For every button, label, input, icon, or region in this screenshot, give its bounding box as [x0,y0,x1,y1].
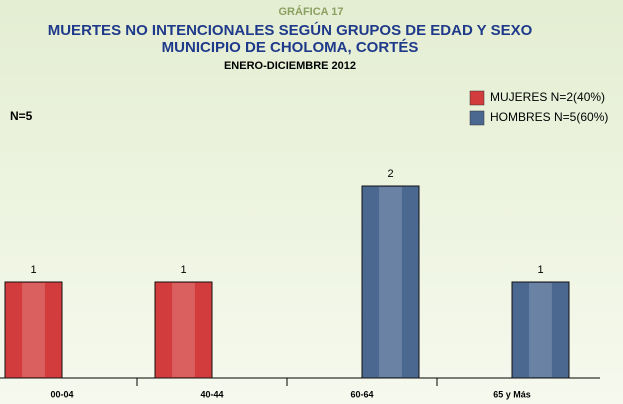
x-tick-label: 60-64 [350,389,373,399]
chart-subtitle: MUNICIPIO DE CHOLOMA, CORTÉS [162,39,419,56]
bar [511,281,570,379]
x-tick-label: 65 y Más [493,389,531,399]
bar [361,185,420,379]
data-label: 1 [537,264,543,276]
legend-label: MUJERES N=2(40%) [490,90,605,104]
bar [4,281,63,379]
x-tick-label: 00-04 [50,389,73,399]
bar-shine [22,283,45,377]
data-label: 1 [30,264,36,276]
annotation: N=5 [10,109,33,123]
legend-label: HOMBRES N=5(60%) [490,110,608,124]
supertitle: GRÁFICA 17 [279,5,344,18]
bar [154,281,213,379]
data-label: 1 [180,264,186,276]
period: ENERO-DICIEMBRE 2012 [224,60,356,72]
x-tick-label: 40-44 [200,389,223,399]
bar-shine [172,283,195,377]
legend-swatch [469,110,485,126]
bar-shine [379,187,402,377]
bar-shine [529,283,552,377]
data-label: 2 [387,168,393,180]
legend-swatch [469,90,485,106]
chart-title: MUERTES NO INTENCIONALES SEGÚN GRUPOS DE… [48,21,533,39]
